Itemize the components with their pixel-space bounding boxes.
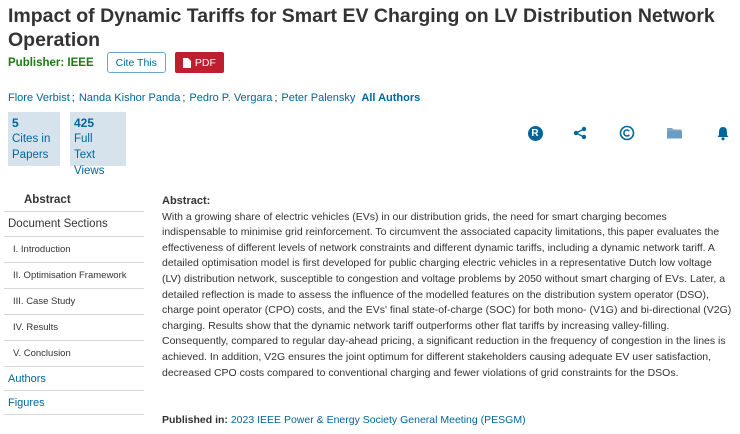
author-link[interactable]: Peter Palensky [281, 92, 356, 104]
sidebar-item-authors[interactable]: Authors [4, 367, 144, 391]
sidebar-section-results[interactable]: IV. Results [4, 315, 144, 341]
sidebar-section-conclusion[interactable]: V. Conclusion [4, 341, 144, 367]
share-icon[interactable] [571, 124, 589, 142]
publisher-row: Publisher: IEEE Cite This PDF [8, 52, 224, 73]
author-separator: ; [71, 92, 75, 104]
metric-label-line2: Papers [12, 149, 49, 161]
published-in-label: Published in: [162, 414, 228, 426]
folder-icon[interactable] [665, 124, 683, 142]
alert-bell-icon[interactable] [714, 124, 732, 142]
abstract-section: Abstract: With a growing share of electr… [162, 194, 732, 381]
abstract-text: With a growing share of electric vehicle… [162, 210, 732, 379]
sidebar-document-sections[interactable]: Document Sections [4, 212, 144, 237]
article-title: Impact of Dynamic Tariffs for Smart EV C… [8, 5, 715, 51]
published-in: Published in: 2023 IEEE Power & Energy S… [162, 414, 526, 426]
sidebar-section-case-study[interactable]: III. Case Study [4, 289, 144, 315]
sidebar-section-introduction[interactable]: I. Introduction [4, 237, 144, 263]
author-separator: ; [182, 92, 186, 104]
sidebar-item-abstract[interactable]: Abstract [4, 188, 144, 212]
author-separator: ; [274, 92, 278, 104]
metric-label-line1: Full [74, 133, 93, 145]
author-link[interactable]: Flore Verbist [8, 92, 70, 104]
pdf-icon [182, 57, 191, 68]
author-link[interactable]: Pedro P. Vergara [189, 92, 273, 104]
metric-label-line1: Cites in [12, 133, 51, 145]
rights-icon[interactable]: R [526, 124, 544, 142]
article-toolbar: R [520, 124, 740, 144]
metric-number: 5 [12, 116, 19, 130]
cite-this-button[interactable]: Cite This [106, 52, 166, 73]
all-authors-link[interactable]: All Authors [361, 92, 421, 104]
pdf-button-label: PDF [194, 56, 216, 69]
abstract-heading: Abstract: [162, 195, 211, 207]
document-sidebar: Abstract Document Sections I. Introducti… [4, 188, 144, 415]
conference-link[interactable]: 2023 IEEE Power & Energy Society General… [230, 414, 526, 426]
metric-number: 425 [74, 116, 95, 130]
rights-badge-letter: R [527, 125, 543, 141]
sidebar-section-optimisation-framework[interactable]: II. Optimisation Framework [4, 263, 144, 289]
full-text-views-metric[interactable]: 425 Full Text Views [70, 112, 126, 177]
pdf-button[interactable]: PDF [174, 52, 224, 73]
metric-label-line2: Text Views [74, 149, 105, 177]
sidebar-item-figures[interactable]: Figures [4, 391, 144, 415]
cites-in-papers-metric[interactable]: 5 Cites in Papers [8, 112, 60, 166]
author-list: Flore Verbist; Nanda Kishor Panda; Pedro… [8, 92, 420, 104]
publisher-label: Publisher: IEEE [8, 56, 94, 69]
author-link[interactable]: Nanda Kishor Panda [78, 92, 181, 104]
copyright-icon[interactable] [618, 124, 636, 142]
